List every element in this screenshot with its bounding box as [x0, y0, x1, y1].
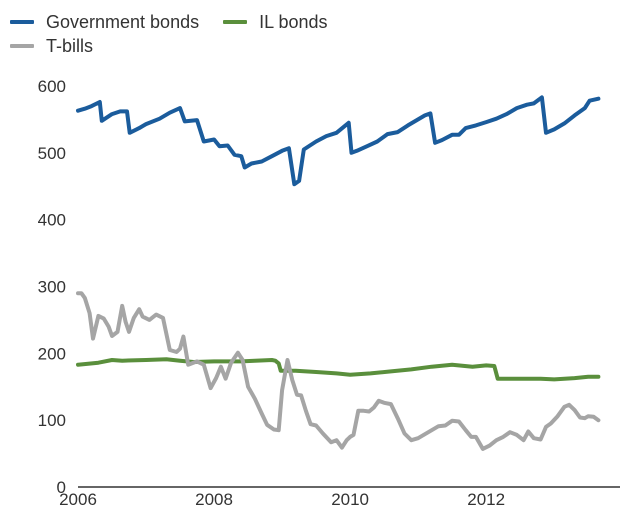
x-axis: 2006 2008 2010 2012 — [59, 490, 505, 509]
legend-label-t-bills: T-bills — [46, 36, 94, 56]
y-tick-label: 600 — [38, 77, 66, 96]
y-tick-label: 200 — [38, 344, 66, 363]
series-line-government-bonds — [76, 95, 601, 187]
legend-swatch-government-bonds — [10, 20, 34, 24]
series-line-il-bonds — [76, 357, 601, 382]
legend-label-government-bonds: Government bonds — [46, 12, 200, 32]
series-layer — [76, 95, 601, 451]
legend-swatch-t-bills — [10, 44, 34, 48]
y-tick-label: 400 — [38, 211, 66, 230]
y-tick-label: 0 — [57, 478, 66, 497]
y-tick-label: 500 — [38, 144, 66, 163]
x-tick-label: 2010 — [331, 490, 369, 509]
legend-item-government-bonds: Government bonds — [10, 10, 199, 34]
legend-item-t-bills: T-bills — [10, 34, 93, 58]
legend-item-il-bonds: IL bonds — [223, 10, 327, 34]
y-tick-label: 100 — [38, 411, 66, 430]
x-tick-label: 2008 — [195, 490, 233, 509]
x-tick-label: 2012 — [467, 490, 505, 509]
chart-legend: Government bonds IL bonds T-bills — [10, 10, 351, 58]
x-tick-label: 2006 — [59, 490, 97, 509]
y-tick-label: 300 — [38, 278, 66, 297]
series-line-t-bills — [76, 291, 601, 451]
y-axis: 0 100 200 300 400 500 600 — [38, 77, 66, 497]
legend-label-il-bonds: IL bonds — [259, 12, 328, 32]
legend-swatch-il-bonds — [223, 20, 248, 24]
